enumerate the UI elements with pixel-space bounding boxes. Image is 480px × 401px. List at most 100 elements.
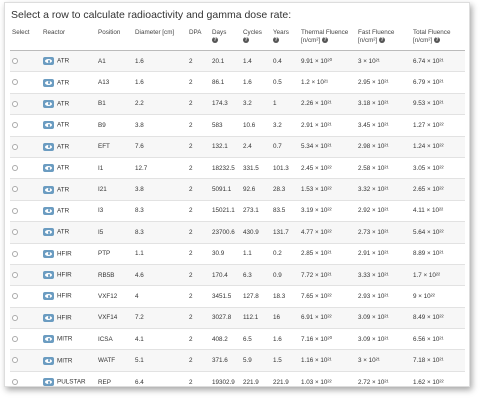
total-cell: 6.79 × 10²¹ [411,71,465,94]
select-cell[interactable] [10,349,41,372]
eye-icon[interactable] [43,378,54,387]
table-row[interactable]: ATR I3 8.3 2 15021.1 273.1 83.5 3.19 × 10²² 2.92… [10,199,465,222]
select-cell[interactable] [10,306,41,329]
eye-icon[interactable] [43,249,54,258]
years-cell: 221.9 [271,370,299,393]
eye-icon[interactable] [43,99,54,108]
total-cell: 8.49 × 10²² [411,306,465,329]
row-select-radio[interactable] [12,229,18,236]
eye-icon[interactable] [43,164,54,173]
row-select-radio[interactable] [12,122,18,129]
select-cell[interactable] [10,221,41,244]
thermal-cell: 7.65 × 10²² [299,285,356,308]
row-select-radio[interactable] [12,271,18,278]
days-cell: 23700.6 [210,221,241,244]
row-select-radio[interactable] [12,143,18,150]
reactor-cell: ATR [41,71,96,94]
table-row[interactable]: ATR I1 12.7 2 18232.5 331.5 101.3 2.45 × 10²² 2.… [10,156,465,179]
select-cell[interactable] [10,49,41,72]
total-cell: 4.11 × 10²² [411,199,465,222]
days-cell: 86.1 [210,71,241,94]
fast-cell: 3.32 × 10²¹ [356,178,411,201]
eye-icon[interactable] [43,78,54,87]
table-row[interactable]: ATR EFT 7.6 2 132.1 2.4 0.7 5.34 × 10²¹ 2.98 × 1… [10,135,465,158]
select-cell[interactable] [10,199,41,222]
days-cell: 5091.1 [210,178,241,201]
days-cell: 583 [210,114,241,137]
total-cell: 6.74 × 10²¹ [411,49,465,72]
thermal-cell: 2.85 × 10²¹ [299,242,356,265]
cycles-cell: 127.8 [241,285,271,308]
help-icon[interactable]: ? [434,37,440,44]
fast-cell: 3 × 10²¹ [356,349,411,372]
days-cell: 30.9 [210,242,241,265]
table-row[interactable]: MITR WATF 5.1 2 371.6 5.9 1.5 1.16 × 10²¹ 3 × 10… [10,349,465,372]
eye-icon[interactable] [43,185,54,194]
table-row[interactable]: ATR I5 8.3 2 23700.6 430.9 131.7 4.77 × 10²² 2.7… [10,221,465,244]
select-cell[interactable] [10,71,41,94]
diameter-cell: 7.2 [133,306,187,329]
help-icon[interactable]: ? [379,37,385,44]
table-row[interactable]: PULSTAR REP 6.4 2 19302.9 221.9 221.9 1.03 × 10… [10,370,465,393]
row-select-radio[interactable] [12,58,18,65]
dpa-cell: 2 [187,114,210,137]
eye-icon[interactable] [43,57,54,66]
help-icon[interactable]: ? [243,37,249,44]
row-select-radio[interactable] [12,79,18,86]
table-row[interactable]: ATR A1 1.6 2 20.1 1.4 0.4 9.91 × 10²⁰ 3 × 10²¹ 6.… [10,49,465,72]
select-cell[interactable] [10,156,41,179]
select-cell[interactable] [10,92,41,115]
row-select-radio[interactable] [12,164,18,171]
row-select-radio[interactable] [12,314,18,321]
col-header-years: Years? [271,27,299,51]
select-cell[interactable] [10,263,41,286]
table-row[interactable]: ATR I21 3.8 2 5091.1 92.6 28.3 1.53 × 10²² 3.32 … [10,178,465,201]
thermal-cell: 1.03 × 10²² [299,370,356,393]
reactor-table: Select Reactor Position Diameter [cm] DP… [10,27,465,393]
position-cell: PTP [96,242,133,265]
reactor-cell: ATR [41,135,96,158]
total-cell: 9.53 × 10²¹ [411,92,465,115]
row-select-radio[interactable] [12,250,18,257]
eye-icon[interactable] [43,142,54,151]
help-icon[interactable]: ? [273,37,279,44]
row-select-radio[interactable] [12,357,18,364]
position-cell: I21 [96,178,133,201]
select-cell[interactable] [10,178,41,201]
table-row[interactable]: HFIR VXF12 4 2 3451.5 127.8 18.3 7.65 × 10²² 2.9… [10,285,465,308]
select-cell[interactable] [10,328,41,350]
eye-icon[interactable] [43,356,54,365]
select-cell[interactable] [10,370,41,393]
help-icon[interactable]: ? [212,37,218,44]
table-row[interactable]: HFIR RB5B 4.6 2 170.4 6.3 0.9 7.72 × 10²¹ 3.33 ×… [10,263,465,286]
years-cell: 28.3 [271,178,299,201]
select-cell[interactable] [10,242,41,265]
table-row[interactable]: ATR B9 3.8 2 583 10.6 3.2 2.91 × 10²¹ 3.45 × 10²… [10,114,465,137]
row-select-radio[interactable] [12,100,18,107]
eye-icon[interactable] [43,206,54,215]
reactor-cell: HFIR [41,263,96,286]
fast-cell: 3.33 × 10²¹ [356,263,411,286]
table-row[interactable]: MITR ICSA 4.1 2 408.2 6.5 1.6 7.16 × 10²⁰ 3.09 ×… [10,328,465,350]
select-cell[interactable] [10,285,41,308]
eye-icon[interactable] [43,292,54,301]
eye-icon[interactable] [43,271,54,280]
eye-icon[interactable] [43,313,54,322]
days-cell: 18232.5 [210,156,241,179]
eye-icon[interactable] [43,335,54,344]
table-row[interactable]: ATR B1 2.2 2 174.3 3.2 1 2.26 × 10²¹ 3.18 × 10²¹… [10,92,465,115]
row-select-radio[interactable] [12,207,18,214]
row-select-radio[interactable] [12,186,18,193]
table-row[interactable]: HFIR VXF14 7.2 2 3027.8 112.1 16 6.91 × 10²² 3.0… [10,306,465,329]
select-cell[interactable] [10,114,41,137]
thermal-cell: 4.77 × 10²² [299,221,356,244]
eye-icon[interactable] [43,121,54,130]
table-row[interactable]: ATR A13 1.6 2 86.1 1.6 0.5 1.2 × 10²¹ 2.95 × 10²… [10,71,465,94]
select-cell[interactable] [10,135,41,158]
help-icon[interactable]: ? [322,37,328,44]
row-select-radio[interactable] [12,293,18,300]
row-select-radio[interactable] [12,336,18,343]
row-select-radio[interactable] [12,378,18,385]
eye-icon[interactable] [43,228,54,237]
table-row[interactable]: HFIR PTP 1.1 2 30.9 1.1 0.2 2.85 × 10²¹ 2.91 × 1… [10,242,465,265]
